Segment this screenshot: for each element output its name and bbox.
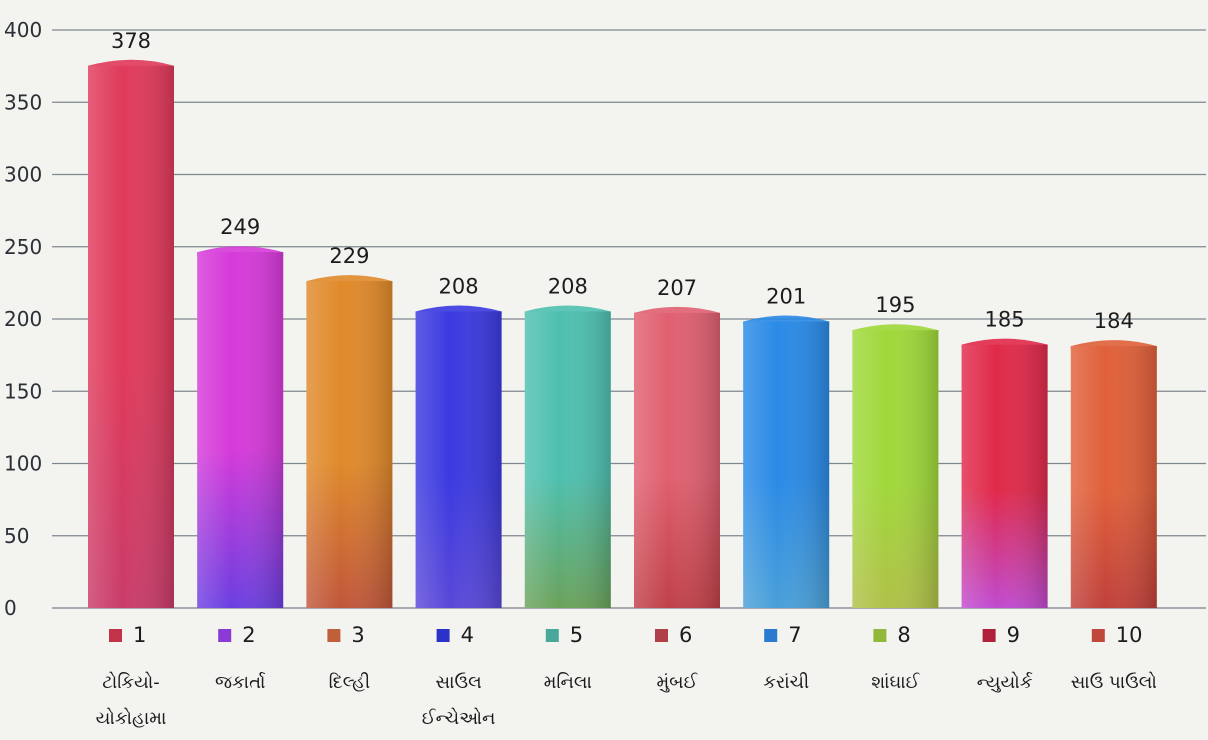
bar-shading <box>634 312 720 608</box>
category-label: શાંઘાઈ <box>871 672 920 693</box>
legend-swatch <box>436 629 450 642</box>
category-label-line2: યોકોહામા <box>96 708 167 729</box>
legend-swatch <box>109 629 122 642</box>
y-tick-label: 0 <box>4 596 17 620</box>
y-tick-label: 200 <box>4 307 42 331</box>
legend-swatch <box>545 629 559 642</box>
value-label: 208 <box>548 274 588 298</box>
category-label-line2: ઈન્ચેઓન <box>422 708 496 729</box>
y-tick-label: 300 <box>4 163 42 187</box>
value-label: 185 <box>985 308 1025 332</box>
bar-shading <box>306 281 393 608</box>
bar-shading <box>524 311 611 608</box>
y-tick-label: 50 <box>4 524 29 548</box>
y-tick-label: 100 <box>4 452 42 476</box>
legend-rank: 10 <box>1116 623 1143 647</box>
legend-rank: 7 <box>788 623 801 647</box>
legend-swatch <box>982 629 996 642</box>
legend-rank: 1 <box>133 623 146 647</box>
category-label: મનિલા <box>544 672 592 693</box>
category-label: સાઉ પાઉલો <box>1071 672 1157 693</box>
bar-shading <box>852 330 939 608</box>
value-label: 378 <box>111 29 151 53</box>
legend-swatch <box>764 629 778 642</box>
value-label: 229 <box>329 244 369 268</box>
bar-shading <box>415 311 502 608</box>
value-label: 184 <box>1094 309 1134 333</box>
legend-rank: 6 <box>679 623 692 647</box>
bar-shading <box>961 344 1048 608</box>
legend-swatch <box>873 629 887 642</box>
category-label: કરાંચી <box>763 672 809 693</box>
y-tick-label: 350 <box>4 90 42 114</box>
legend-rank: 2 <box>242 623 255 647</box>
value-label: 195 <box>875 293 915 317</box>
grid-layer: 0 50 100 150 200 250 300 350 400 <box>4 18 1206 620</box>
bar-shading <box>1070 346 1157 608</box>
legend-rank: 9 <box>1007 623 1020 647</box>
legend-swatch <box>218 629 232 642</box>
value-label: 201 <box>766 285 806 309</box>
bars <box>88 59 1157 609</box>
legend-rank: 3 <box>351 623 364 647</box>
y-tick-label: 150 <box>4 379 42 403</box>
legend-rank: 4 <box>461 623 474 647</box>
bar-shading <box>743 321 830 608</box>
legend-rank: 8 <box>897 623 910 647</box>
category-label: ટોકિયો- <box>102 672 160 693</box>
legend-swatch <box>655 629 668 642</box>
y-tick-label: 250 <box>4 235 42 259</box>
value-label: 208 <box>439 274 479 298</box>
y-tick-label: 400 <box>4 18 42 42</box>
value-label: 207 <box>657 276 697 300</box>
bar-shading <box>197 252 284 608</box>
category-label: મુંબઈ <box>656 672 698 693</box>
value-label: 249 <box>220 215 260 239</box>
category-label: ન્યુયોર્ક <box>977 672 1033 693</box>
category-label: સાઉલ <box>435 672 481 693</box>
category-label: જકાર્તા <box>215 672 266 693</box>
bar-shading <box>88 65 174 609</box>
category-label: દિલ્હી <box>329 672 370 693</box>
legend-swatch <box>327 629 341 642</box>
legend-rank: 5 <box>570 623 583 647</box>
labels: 378 1 ટોકિયો- યોકોહામા 249 2 જકાર્તા 229 3 દિલ્હી… <box>96 29 1157 729</box>
legend-swatch <box>1091 629 1105 642</box>
